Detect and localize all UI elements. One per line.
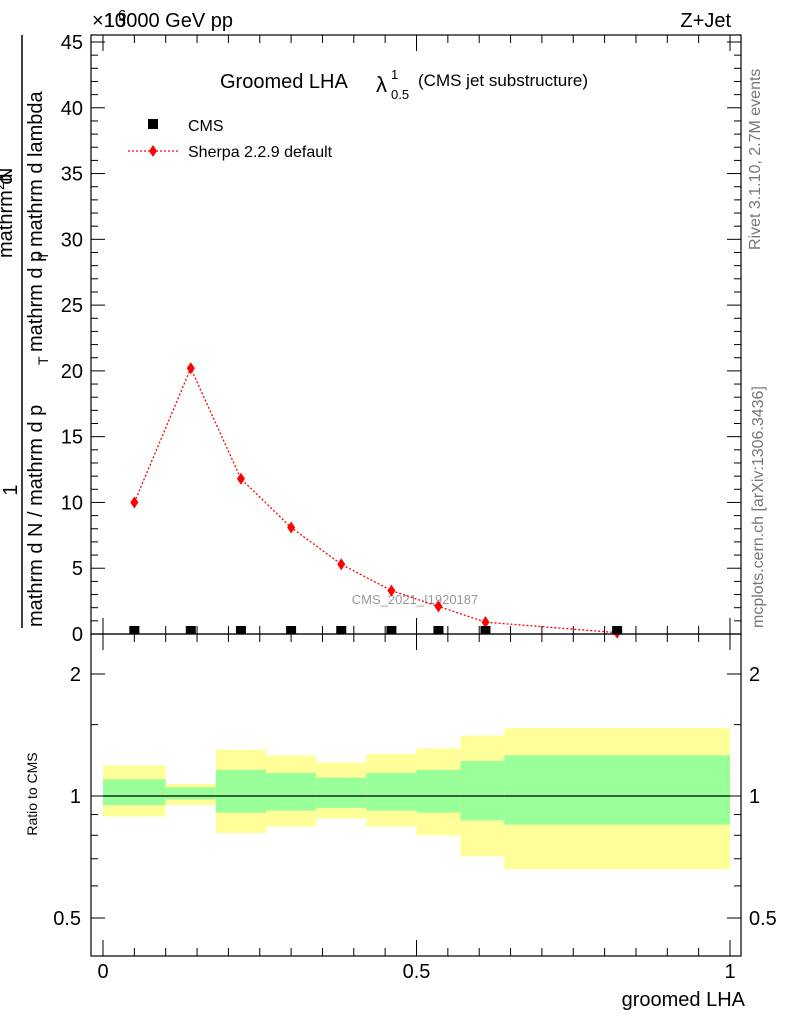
chart-title: Groomed LHA λ 1 0.5 (CMS jet substructur…: [220, 67, 588, 102]
x-axis-label: groomed LHA: [622, 989, 746, 1011]
svg-text:mathrm d: mathrm d: [0, 174, 17, 258]
exponent-power: 6: [118, 7, 126, 24]
cms-point: [185, 626, 196, 634]
main-ytick-label: 40: [61, 98, 83, 120]
sherpa-point: [130, 496, 139, 509]
ratio-band-inner: [316, 777, 367, 808]
main-ytick-label: 20: [61, 361, 83, 383]
cms-point: [336, 626, 347, 634]
x-tick-label: 0: [97, 961, 108, 983]
cms-point: [235, 626, 246, 634]
ratio-band-inner: [215, 769, 267, 813]
svg-text:1: 1: [0, 484, 22, 495]
legend-cms-marker: [148, 119, 158, 129]
cms-point: [480, 626, 491, 634]
main-ytick-label: 5: [72, 558, 83, 580]
sherpa-point: [387, 584, 396, 597]
ratio-band-inner: [266, 772, 317, 811]
svg-text:Groomed LHA: Groomed LHA: [220, 71, 348, 93]
sherpa-point: [186, 362, 195, 375]
exponent-label: ×10: [92, 10, 126, 32]
ratio-band-inner: [504, 755, 730, 825]
ratio-ytick-label-right: 1: [749, 786, 760, 808]
svg-text:2: 2: [0, 182, 7, 190]
x-tick-label: 1: [724, 961, 735, 983]
main-axes: 0 5 10 15 20 25 30 35 40 45: [61, 32, 742, 646]
legend-sherpa-label: Sherpa 2.2.9 default: [188, 144, 333, 161]
ratio-ytick-label-right: 2: [749, 664, 760, 686]
main-ytick-label: 15: [61, 427, 83, 449]
ratio-band-inner: [103, 779, 166, 806]
ratio-band-inner: [366, 772, 417, 811]
ratio-y-axis-label: Ratio to CMS: [24, 752, 40, 835]
main-ytick-label: 0: [72, 624, 83, 646]
sherpa-point: [434, 600, 443, 613]
main-ytick-label: 10: [61, 492, 83, 514]
svg-text:(CMS jet substructure): (CMS jet substructure): [418, 71, 588, 90]
main-y-axis-label: 1 mathrm d N / mathrm d p T mathrm d p T…: [0, 35, 51, 628]
svg-text:N: N: [0, 168, 17, 182]
svg-text:T: T: [35, 251, 51, 260]
main-ytick-label: 45: [61, 32, 83, 54]
main-ytick-label: 35: [61, 164, 83, 186]
ratio-ytick-label: 1: [70, 786, 81, 808]
sherpa-point: [236, 472, 245, 485]
ratio-axes: 0.5 0.5 1 1 2 2 0 0.5 1: [53, 633, 777, 983]
ratio-band-inner: [416, 769, 461, 813]
main-ytick-label: 25: [61, 295, 83, 317]
energy-label: 13000 GeV pp: [104, 10, 233, 32]
main-ytick-label: 30: [61, 229, 83, 251]
legend: CMS Sherpa 2.2.9 default: [128, 118, 333, 161]
svg-text:mathrm d p: mathrm d p: [25, 251, 47, 352]
ratio-ytick-label-right: 0.5: [749, 908, 777, 930]
analysis-watermark: CMS_2021_I1920187: [352, 592, 479, 607]
sherpa-point: [481, 616, 490, 629]
svg-text:mathrm d lambda: mathrm d lambda: [25, 91, 47, 247]
svg-text:0.5: 0.5: [391, 87, 409, 102]
ratio-ytick-label: 0.5: [53, 908, 81, 930]
ratio-band-inner: [460, 761, 505, 821]
x-tick-label: 0.5: [403, 961, 431, 983]
process-label: Z+Jet: [680, 10, 731, 32]
svg-text:λ: λ: [376, 72, 387, 97]
rivet-label: Rivet 3.1.10, 2.7M events: [747, 69, 764, 250]
cms-point: [286, 626, 297, 634]
main-marks: [129, 362, 623, 639]
legend-sherpa-marker: [149, 145, 157, 157]
svg-text:T: T: [35, 356, 51, 365]
sherpa-point: [337, 558, 346, 571]
mcplots-label: mcplots.cern.ch [arXiv:1306.3436]: [750, 386, 767, 628]
svg-text:mathrm d N / mathrm d p: mathrm d N / mathrm d p: [25, 405, 47, 627]
ratio-bands: [103, 728, 730, 870]
cms-point: [129, 626, 140, 634]
sherpa-point: [287, 521, 296, 534]
ratio-band-inner: [165, 787, 216, 800]
cms-point: [433, 626, 444, 634]
svg-text:1: 1: [391, 67, 398, 82]
cms-point: [612, 626, 623, 634]
legend-cms-label: CMS: [188, 118, 224, 135]
cms-point: [386, 626, 397, 634]
ratio-ytick-label: 2: [70, 664, 81, 686]
